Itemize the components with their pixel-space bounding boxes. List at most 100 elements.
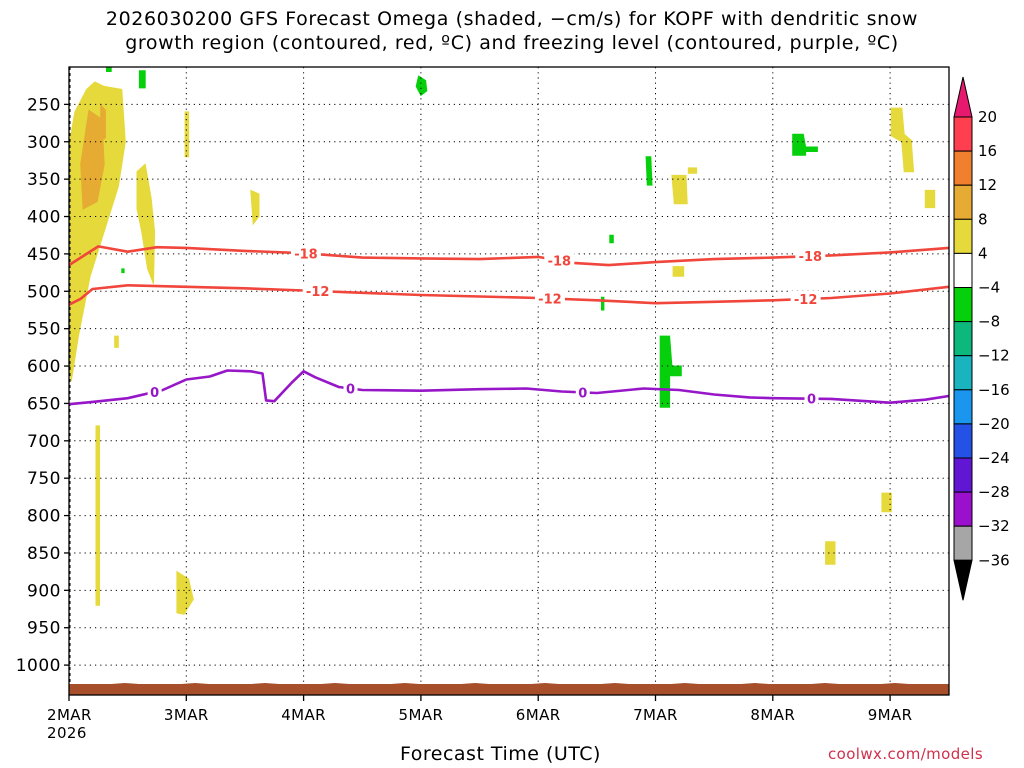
ytick-label-700: 700 [27,432,61,452]
ytick-label-550: 550 [27,320,61,340]
colorbar-bottom-arrow [953,559,973,601]
contour-label-bg-freezing-level-0-3 [804,390,819,407]
chart-title-line-1: 2026030200 GFS Forecast Omega (shaded, −… [105,8,919,30]
colorbar-label-1: 16 [978,142,997,160]
colorbar-label-13: −36 [978,551,1010,569]
colorbar-label-5: −4 [978,279,1000,297]
xtick-label-3MAR: 3MAR [164,706,209,724]
colorbar-label-3: 8 [978,210,988,228]
contour-label-bg-freezing-level-0-0 [147,383,162,400]
colorbar-label-7: −12 [978,347,1010,365]
colorbar-swatch-3 [953,218,973,254]
omega-region-updraft-patch-1 [136,163,156,284]
omega-region-downward-patch-3 [645,156,653,186]
xtick-year-label: 2026 [47,724,87,742]
omega-region-downward-patch-6 [792,133,818,156]
colorbar-label-0: 20 [978,108,997,126]
colorbar-swatch-0 [953,116,973,152]
contour-dgz-minus-18 [69,245,949,267]
contour-label-dgz-minus-18-0: -18 [294,247,318,262]
ytick-label-600: 600 [27,357,61,377]
colorbar-swatch-5 [953,287,973,323]
omega-region-updraft-patch-2 [250,189,260,226]
ytick-label-500: 500 [27,282,61,302]
xtick-label-9MAR: 9MAR [868,706,913,724]
omega-region-updraft-streak-3 [114,335,119,348]
contour-label-bg-dgz-minus-18-1 [544,252,575,269]
ytick-label-450: 450 [27,245,61,265]
colorbar-swatch-2 [953,184,973,220]
gridlines [69,67,949,695]
omega-region-downward-dot [121,268,125,274]
colorbar-swatch-4 [953,252,973,288]
colorbar-swatch-6 [953,321,973,357]
omega-region-updraft-streak-2 [184,111,190,158]
omega-region-upward-core [80,109,105,210]
colorbar-swatch-11 [953,491,973,527]
colorbar-swatch-10 [953,457,973,493]
colorbar-label-4: 4 [978,244,988,262]
xtick-label-6MAR: 6MAR [516,706,561,724]
omega-region-updraft-patch-3 [671,174,688,205]
xtick-label-5MAR: 5MAR [399,706,444,724]
contour-label-bg-freezing-level-0-1 [343,380,358,397]
ytick-label-250: 250 [27,95,61,115]
colorbar-label-2: 12 [978,176,997,194]
colorbar-swatch-7 [953,355,973,391]
ytick-label-750: 750 [27,469,61,489]
colorbar-label-12: −32 [978,517,1010,535]
ytick-label-650: 650 [27,394,61,414]
contour-label-dgz-minus-12-0: -12 [306,285,330,300]
contour-label-dgz-minus-12-1: -12 [538,292,562,307]
colorbar-label-11: −28 [978,483,1010,501]
omega-region-updraft-patch-10 [176,570,194,615]
ytick-label-800: 800 [27,507,61,527]
ytick-label-950: 950 [27,619,61,639]
omega-region-downward-streak [601,296,605,311]
contour-label-freezing-level-0-2: 0 [578,386,587,401]
colorbar-label-6: −8 [978,313,1000,331]
colorbar: 20 16 12 8 4 −4 −8 −12 −16 −20 −24 −28 −32 −36 [953,76,1010,601]
xtick-label-2MAR: 2MAR [47,706,92,724]
contour-label-bg-dgz-minus-12-2 [790,291,821,308]
y-axis-ticks: 250 300 350 400 450 500 550 600 650 700 750 800 850 9… [16,95,69,676]
omega-region-updraft-patch-4 [687,167,698,174]
x-axis-label: Forecast Time (UTC) [400,743,601,765]
omega-region-downward-patch-2 [415,75,428,97]
xtick-label-4MAR: 4MAR [281,706,326,724]
xtick-label-8MAR: 8MAR [750,706,795,724]
surface-ground-fill [69,683,949,695]
contour-label-freezing-level-0-3: 0 [807,393,816,408]
colorbar-top-arrow [953,76,973,118]
chart-title-line-2: growth region (contoured, red, ºC) and f… [125,32,899,54]
contour-label-freezing-level-0-1: 0 [346,382,355,397]
omega-region-updraft-patch-5 [672,266,685,277]
colorbar-swatch-12 [953,525,973,561]
contour-label-bg-dgz-minus-18-2 [795,248,826,265]
ytick-label-400: 400 [27,208,61,228]
contour-label-dgz-minus-12-2: -12 [794,293,818,308]
contour-label-bg-dgz-minus-12-0 [302,283,333,300]
colorbar-swatch-1 [953,150,973,186]
contour-label-bg-freezing-level-0-2 [575,384,590,401]
contour-label-bg-dgz-minus-12-1 [534,290,565,307]
omega-region-downward-patch-4 [609,234,614,244]
contour-label-freezing-level-0-0: 0 [150,386,159,401]
contour-label-dgz-minus-18-2: -18 [799,250,823,265]
omega-region-updraft-patch-9 [825,541,836,565]
omega-region-updraft-patch-8 [881,492,892,513]
plot-area [69,67,949,695]
colorbar-label-10: −24 [978,449,1010,467]
ytick-label-350: 350 [27,170,61,190]
omega-region-updraft-patch-7 [924,189,936,209]
contour-layer: -18 -18 -18 -12 -12 -12 0 0 0 0 [69,245,949,408]
contour-label-dgz-minus-18-1: -18 [548,254,572,269]
contour-label-bg-dgz-minus-18-0 [290,245,321,262]
omega-region-downward-patch-7 [106,67,112,72]
ytick-label-300: 300 [27,133,61,153]
omega-region-upward-core-2 [100,102,106,142]
plot-frame [68,66,950,696]
ytick-label-850: 850 [27,544,61,564]
